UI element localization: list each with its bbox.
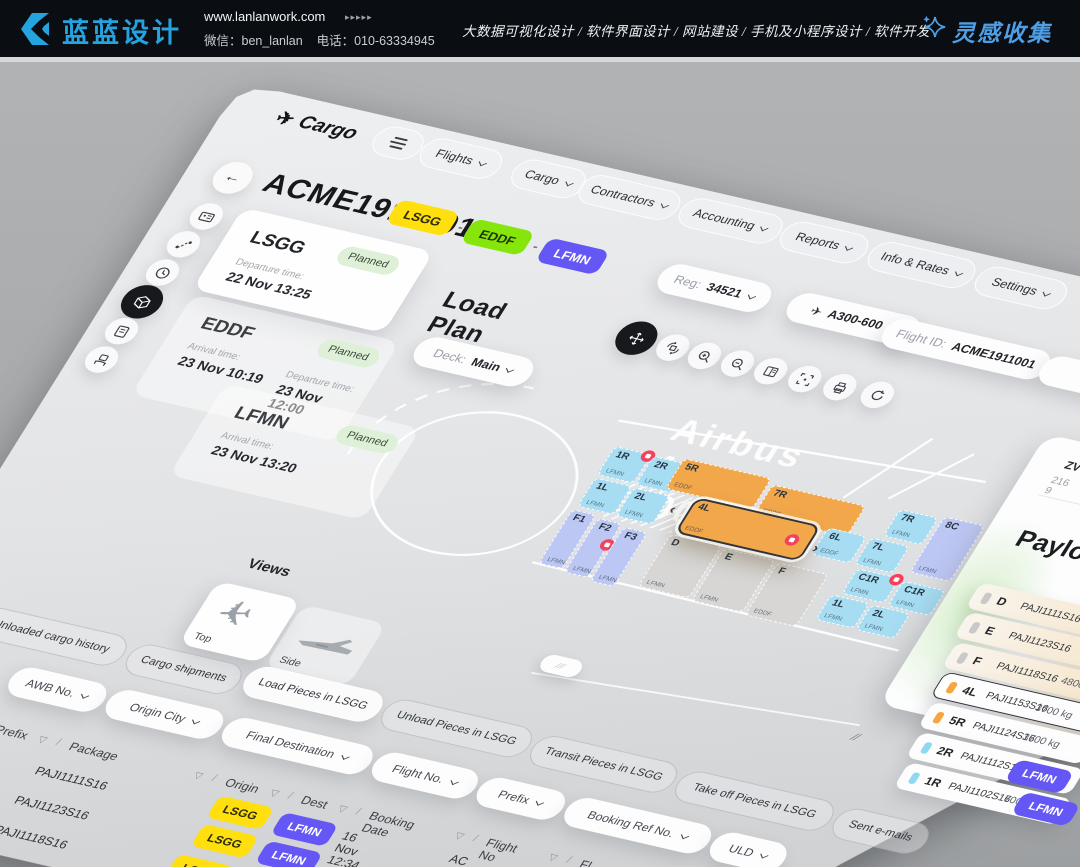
printer-icon [833,381,847,394]
agency-services: 大数据可视化设计 / 软件界面设计 / 网站建设 / 手机及小程序设计 / 软件… [462,24,931,39]
agency-logo-text: 蓝蓝设计 [62,18,182,48]
chevron-down-icon [1042,288,1052,297]
nav-label: Settings [988,275,1041,298]
dest-chip: LFMN [1010,791,1080,827]
chevron-down-icon [565,178,574,186]
tool-refresh-button[interactable] [854,378,900,411]
route-code: LFMN [551,245,595,267]
nav-label: Cargo [521,167,563,188]
cargo-dot-icon [979,591,994,605]
cargo-box-icon [133,295,151,309]
url-arrows-icon: ▸▸▸▸▸ [345,12,373,22]
chevron-down-icon [760,850,769,859]
plane-top-view-icon: ✈ [211,596,258,634]
deck-value: Main [468,355,504,374]
nav-label: Accounting [690,206,759,233]
clock-icon [155,267,170,278]
chevron-down-icon [747,291,756,299]
chevron-down-icon [478,158,488,166]
deck-label: Deck: [430,346,470,366]
sidebar-history-button[interactable] [139,256,186,289]
chevron-down-icon [660,200,670,208]
sidebar-ticket-button[interactable] [183,200,229,233]
flight-id-label: Flight ID: [893,327,950,351]
chevron-down-icon [81,691,90,699]
hand-box-icon [93,353,109,366]
nav-label: Contractors [587,182,659,210]
status-badge: Planned [333,244,404,277]
hamburger-icon [387,136,409,150]
view-side-button[interactable]: Side [263,604,387,687]
status-badge: Planned [332,423,403,456]
tool-manifest-button[interactable] [748,355,794,388]
chevron-down-icon [192,716,201,724]
view-label: Side [276,654,304,670]
agency-contact: 微信：ben_lanlan 电话：010-63334945 [204,30,435,49]
station-code: LSGG [245,228,310,259]
chevron-down-icon [760,223,770,232]
fit-frame-icon [795,372,815,386]
agency-logo-icon [21,13,49,45]
sidebar-cargo-button-active[interactable] [113,281,171,323]
refresh-icon [871,390,885,400]
route-code: LSGG [400,207,445,229]
agency-url[interactable]: www.lanlanwork.com [204,9,326,24]
sidebar-documents-button[interactable] [98,314,145,348]
tool-rotate3d-button[interactable] [650,331,696,364]
nav-label: Info & Rates [877,249,953,278]
station-code: LFMN [230,403,293,434]
tool-fit-frame-button[interactable] [782,362,828,396]
cargo-dot-icon [907,771,922,785]
manifest-book-icon [762,365,779,377]
chevron-down-icon [341,752,350,760]
rotate-3d-icon [666,341,679,354]
reg-label: Reg: [671,273,705,291]
route-code: EDDF [476,226,519,248]
plane-side-view-icon [298,639,353,655]
cargo-dot-icon [931,710,946,724]
reg-value: 34521 [703,280,745,301]
chevron-down-icon [680,831,690,839]
tool-zoom-out-button[interactable] [715,347,761,380]
sparkle-icon [923,15,946,38]
aircraft-value: A300-600 [824,307,886,332]
station-code: EDDF [196,314,259,344]
zoom-in-icon [698,350,710,363]
cargo-dot-icon [967,621,982,634]
view-label: Top [191,630,215,645]
tool-move-button[interactable] [607,317,665,359]
phone: 电话：010-63334945 [316,34,435,48]
banner-bottom-strip [0,57,1080,62]
inspiration-collect[interactable]: 灵感收集 [952,21,1052,46]
route-icon [175,240,192,248]
cargo-dot-icon [955,651,970,664]
tool-zoom-in-button[interactable] [681,339,728,372]
nav-label: Flights [432,147,477,168]
status-badge: Planned [313,337,384,370]
agency-banner: 蓝蓝设计 www.lanlanwork.com ▸▸▸▸▸ 微信：ben_lan… [0,0,1080,57]
tool-print-button[interactable] [817,371,863,404]
scroll-track-line [530,671,861,727]
move-axes-icon [629,332,644,345]
cargo-dot-icon [919,741,934,754]
sidebar-handover-button[interactable] [78,343,125,376]
chevron-down-icon [955,268,964,276]
nav-label: Reports [792,230,843,252]
chevron-down-icon [450,777,459,785]
sidebar-route-button[interactable] [160,228,207,261]
chevron-down-icon [506,365,515,373]
document-icon [113,325,130,338]
cargo-dot-icon [945,680,959,694]
plane-icon: ✈ [807,304,826,319]
wechat: 微信：ben_lanlan [204,34,303,48]
zoom-out-icon [731,358,743,370]
chevron-down-icon [536,798,545,806]
chevron-down-icon [845,243,854,251]
id-card-icon [198,211,215,222]
